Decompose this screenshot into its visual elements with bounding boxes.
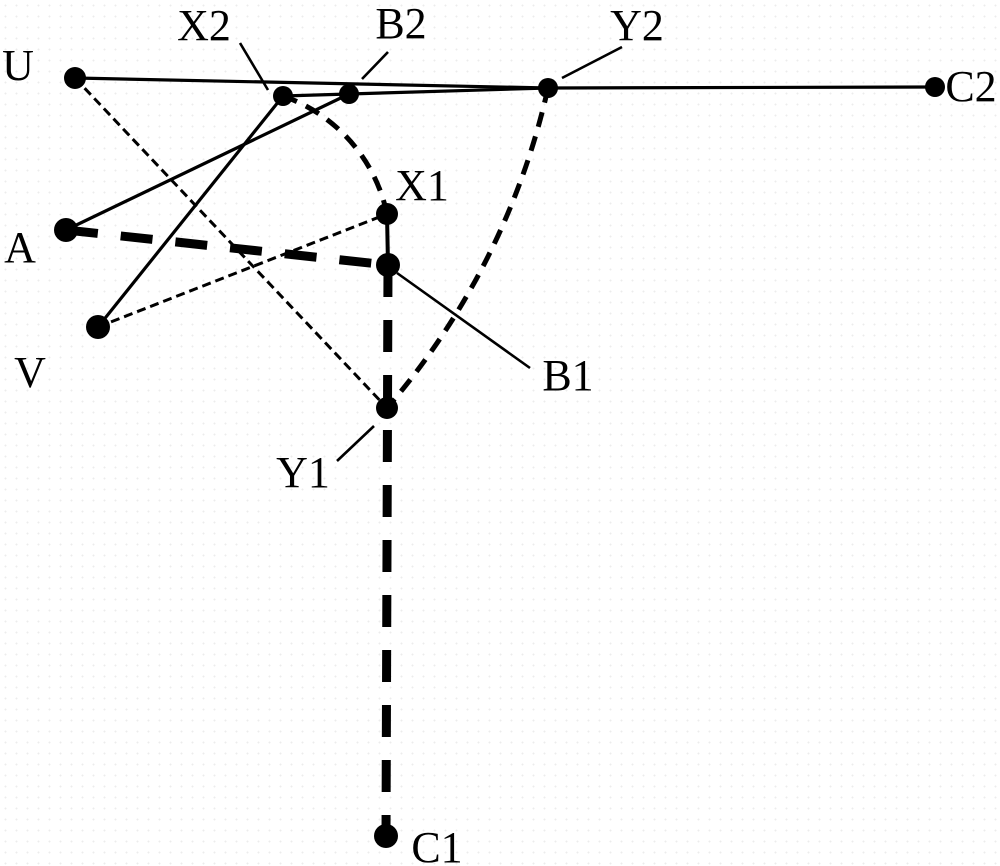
label-A: A [4,223,36,272]
label-U: U [2,41,34,90]
edge-U-Y1 [73,76,389,410]
label-C1: C1 [411,823,462,866]
point-X2 [273,86,293,106]
label-B1: B1 [542,351,593,400]
point-V [86,315,110,339]
edge-B1-C1 [381,264,393,837]
leader-Y1 [336,425,375,462]
point-Y1 [376,397,398,419]
point-A [54,218,78,242]
edge-Y2-C2 [547,85,936,90]
edge-X2-B2 [282,92,350,98]
edge-V-X2 [96,94,285,329]
label-C2: C2 [945,62,996,111]
label-X1: X1 [395,161,449,210]
point-C2 [925,77,945,97]
point-Y2 [538,78,558,98]
edge-A-B1 [65,225,389,270]
leader-X2 [238,42,270,91]
leader-Y2 [561,45,623,80]
leader-B2 [361,51,389,80]
point-B2 [339,84,359,104]
leader-B1 [396,271,531,370]
edge-U-Y2 [74,76,549,90]
point-X1 [376,203,398,225]
label-X2: X2 [177,1,231,50]
point-C1 [374,824,398,848]
arc-X2-X1 [282,93,390,215]
label-Y1: Y1 [276,448,330,497]
label-V: V [14,348,46,397]
label-B2: B2 [375,0,426,48]
label-Y2: Y2 [610,1,664,50]
arc-Y2-Y1 [385,87,551,410]
point-B1 [376,253,400,277]
point-U [64,67,86,89]
edge-A-B2 [65,92,350,232]
edge-V-X1 [97,212,388,329]
edge-B2-Y2 [348,86,549,96]
